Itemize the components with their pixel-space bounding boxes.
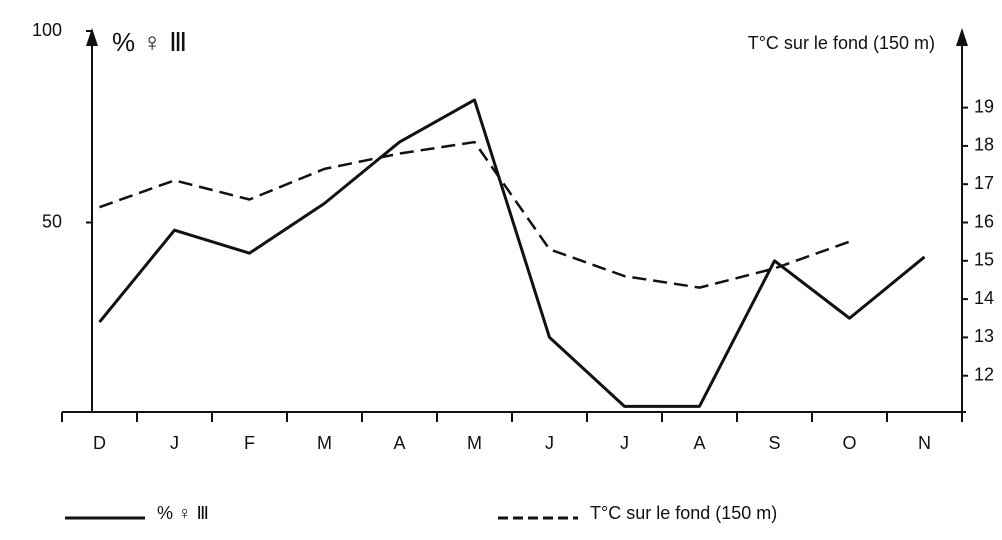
x-tick-label: M — [467, 433, 482, 453]
y2-tick-label: 19 — [974, 96, 994, 116]
series-line — [98, 98, 926, 408]
y2-axis-arrow — [956, 28, 968, 46]
y-axis-arrow — [86, 28, 98, 46]
series-line — [99, 140, 850, 289]
x-tick-label: F — [244, 433, 255, 453]
x-tick-label: O — [842, 433, 856, 453]
x-tick-label: S — [768, 433, 780, 453]
y2-tick-label: 18 — [974, 135, 994, 155]
x-tick-label: D — [93, 433, 106, 453]
legend-label: T°C sur le fond (150 m) — [590, 503, 777, 523]
y2-tick-label: 17 — [974, 173, 994, 193]
x-tick-label: A — [693, 433, 705, 453]
y2-tick-label: 16 — [974, 211, 994, 231]
x-tick-label: J — [170, 433, 179, 453]
y-axis-label: % ♀ Ⅲ — [112, 27, 187, 57]
y2-tick-label: 12 — [974, 364, 994, 384]
x-tick-label: A — [393, 433, 405, 453]
y2-axis-label: T°C sur le fond (150 m) — [748, 33, 935, 53]
x-tick-label: M — [317, 433, 332, 453]
y-tick-label: 50 — [42, 211, 62, 231]
x-tick-label: J — [545, 433, 554, 453]
y-tick-label: 100 — [32, 20, 62, 40]
x-tick-label: J — [620, 433, 629, 453]
y2-tick-label: 13 — [974, 326, 994, 346]
y2-tick-label: 15 — [974, 250, 994, 270]
y2-tick-label: 14 — [974, 288, 994, 308]
x-tick-label: N — [918, 433, 931, 453]
legend-label: % ♀ Ⅲ — [157, 503, 209, 523]
